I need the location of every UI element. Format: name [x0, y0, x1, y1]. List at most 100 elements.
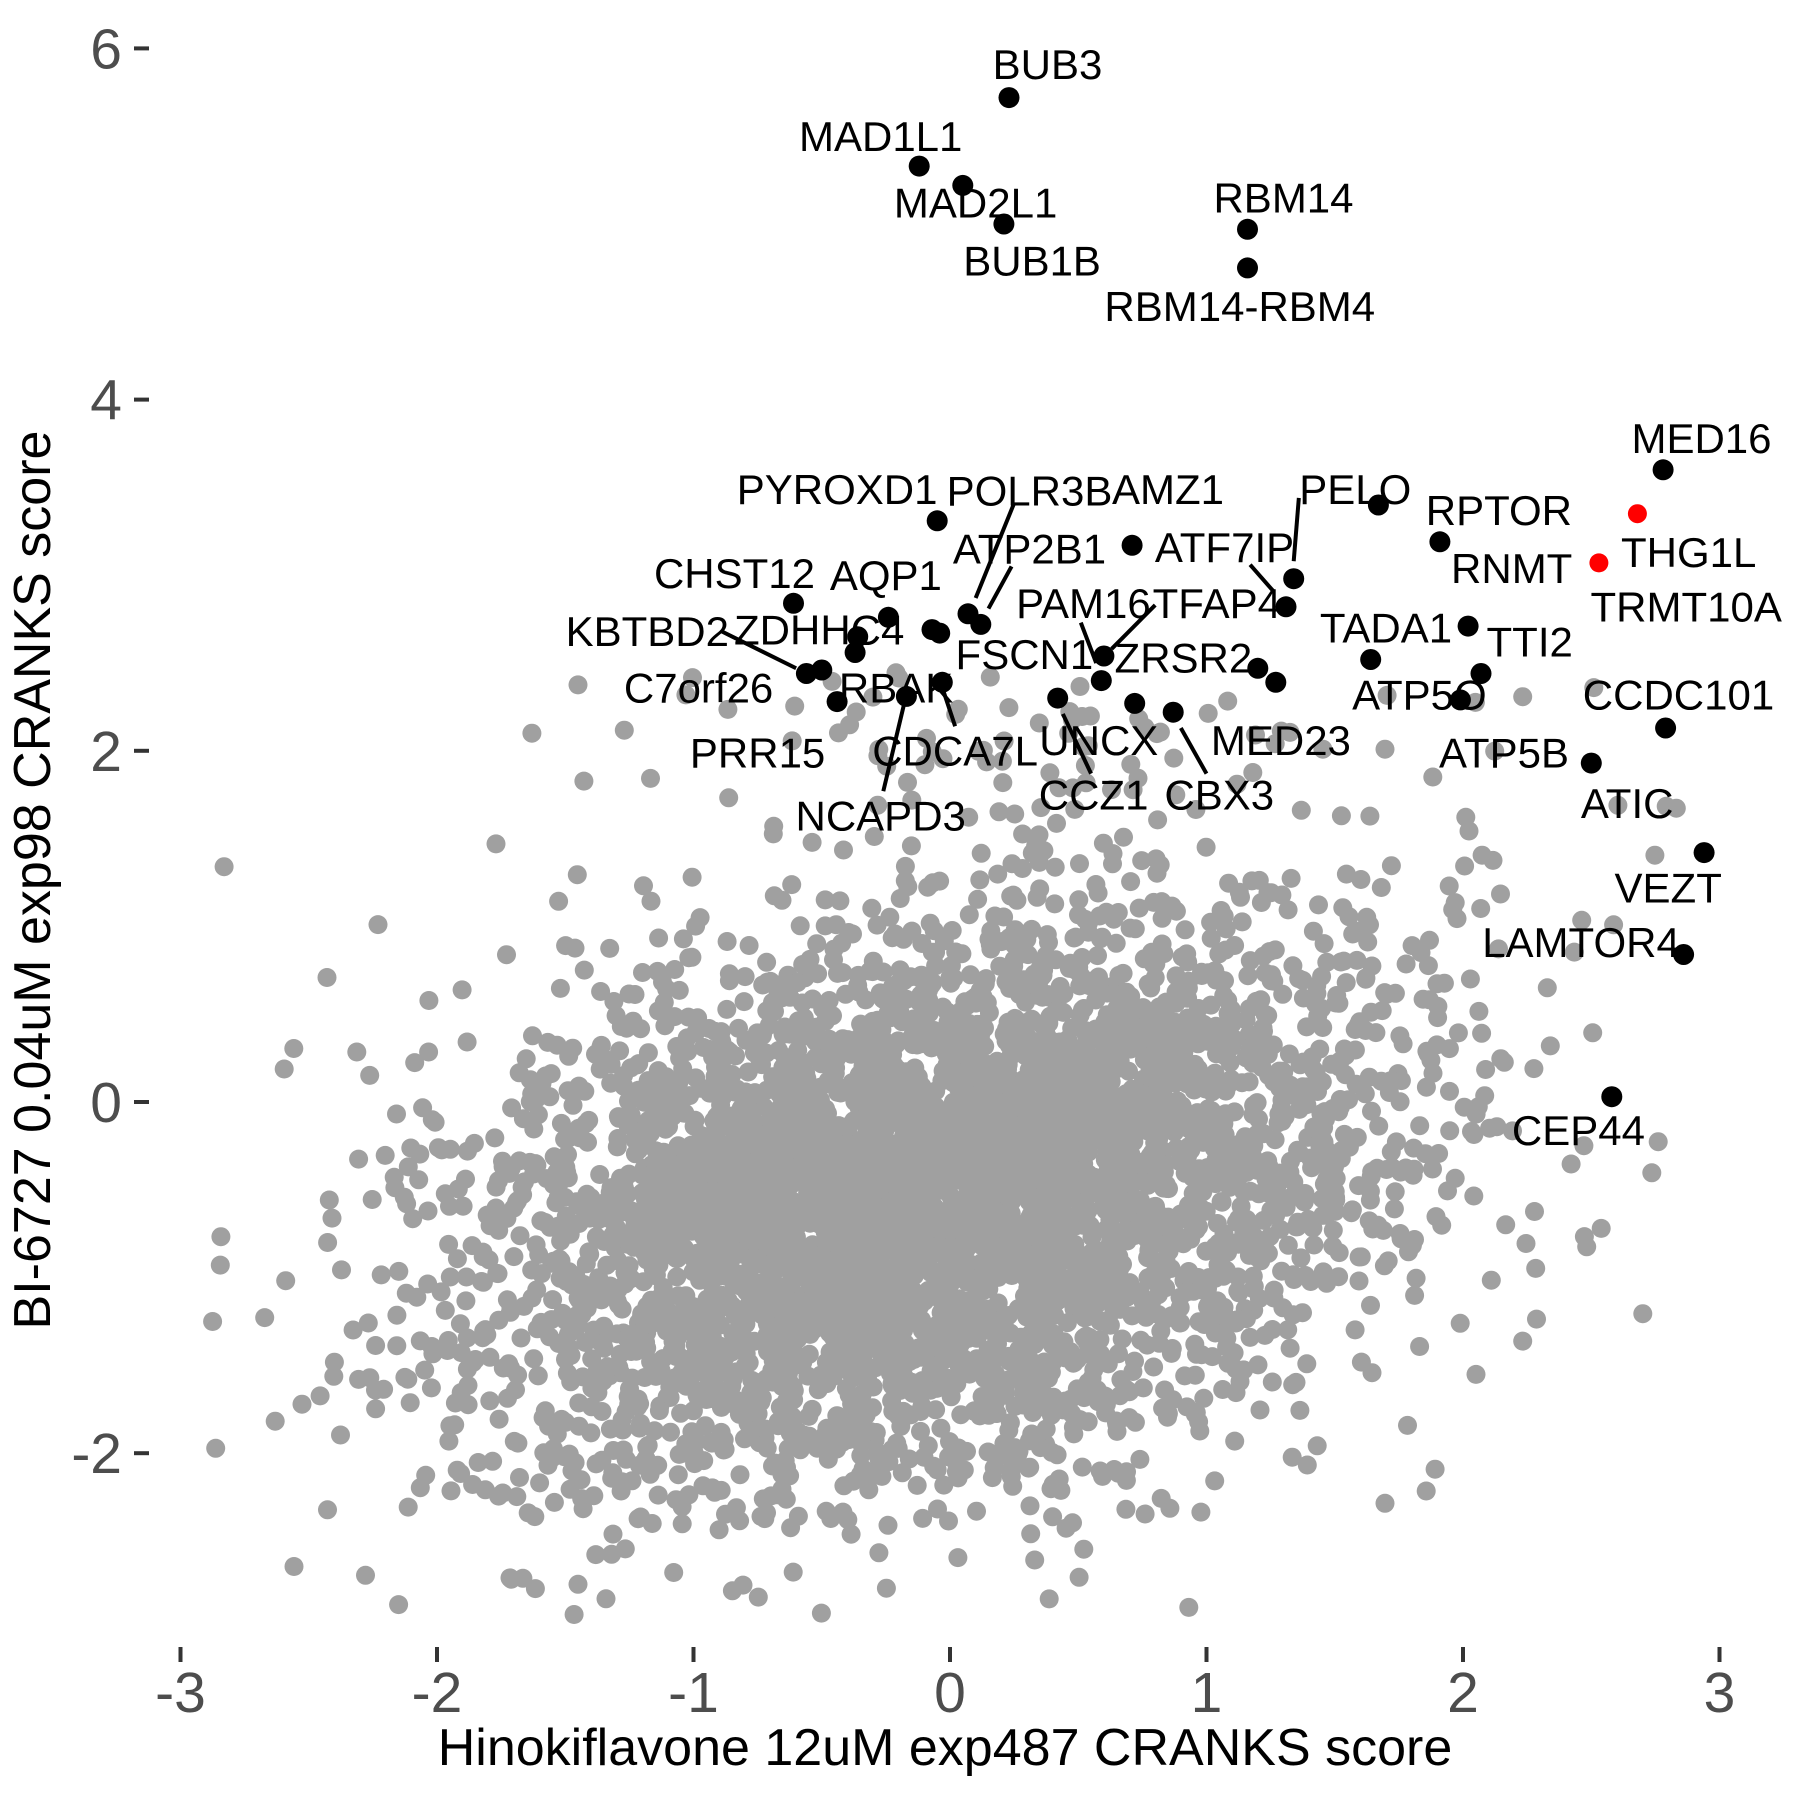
- background-point: [1282, 1447, 1302, 1467]
- background-point: [664, 1563, 684, 1582]
- background-point: [1085, 1288, 1105, 1308]
- background-point: [903, 1011, 922, 1031]
- gene-label-atp2b1: ATP2B1: [953, 526, 1106, 573]
- background-point: [859, 1137, 879, 1157]
- background-point: [631, 1413, 650, 1433]
- gene-label-vezt: VEZT: [1615, 865, 1722, 912]
- background-point: [895, 856, 915, 876]
- background-point: [912, 1315, 932, 1335]
- background-point: [792, 993, 812, 1013]
- background-point: [622, 1368, 642, 1388]
- background-point: [668, 1286, 688, 1306]
- background-point: [1080, 706, 1100, 726]
- background-point: [439, 1431, 459, 1451]
- background-point: [945, 1255, 965, 1275]
- background-point: [686, 1023, 706, 1042]
- gene-point-trmt10a: [1589, 553, 1609, 573]
- background-point: [811, 1365, 831, 1385]
- gene-label-cbx3: CBX3: [1164, 771, 1274, 818]
- background-point: [954, 1349, 974, 1369]
- background-point: [733, 1173, 753, 1193]
- background-point: [802, 832, 822, 852]
- background-point: [816, 1501, 836, 1521]
- background-point: [1152, 934, 1172, 954]
- background-point: [1371, 1071, 1391, 1091]
- background-point: [1421, 1050, 1441, 1070]
- background-point: [780, 1423, 800, 1443]
- gene-point-fscn1: [1093, 645, 1115, 667]
- background-point: [850, 1303, 870, 1323]
- background-point: [1193, 1132, 1213, 1152]
- background-point: [1315, 1102, 1335, 1122]
- background-point: [1072, 948, 1092, 967]
- background-point: [956, 1238, 975, 1258]
- background-point: [1006, 1262, 1026, 1282]
- background-point: [1006, 1368, 1026, 1388]
- background-point: [559, 1262, 579, 1282]
- background-point: [450, 1314, 470, 1334]
- background-point: [1375, 739, 1395, 759]
- x-tick-label: -1: [668, 1661, 719, 1725]
- background-point: [960, 1086, 980, 1106]
- background-point: [834, 1147, 854, 1167]
- background-point: [524, 1119, 544, 1139]
- background-point: [1194, 1388, 1214, 1408]
- background-point: [1019, 1060, 1039, 1080]
- background-point: [1117, 982, 1136, 1002]
- background-point: [597, 1255, 617, 1275]
- background-point: [679, 948, 699, 968]
- background-point: [1078, 1258, 1098, 1278]
- background-point: [284, 1039, 304, 1058]
- background-point: [617, 1018, 637, 1038]
- background-point: [1020, 1496, 1040, 1516]
- background-point: [486, 1177, 506, 1197]
- background-point: [451, 1383, 471, 1402]
- background-point: [1135, 718, 1155, 737]
- background-point: [878, 1036, 897, 1055]
- background-point: [857, 1223, 877, 1243]
- background-point: [1213, 1033, 1233, 1053]
- background-point: [1125, 1351, 1144, 1371]
- background-point: [586, 1545, 606, 1565]
- background-point: [518, 1503, 538, 1523]
- background-point: [1286, 1372, 1306, 1392]
- background-point: [1171, 1313, 1191, 1333]
- background-point: [794, 1164, 813, 1184]
- background-point: [579, 1110, 599, 1130]
- background-point: [437, 1341, 457, 1360]
- background-point: [1331, 952, 1351, 972]
- background-point: [1591, 1218, 1611, 1238]
- background-point: [676, 1434, 696, 1454]
- x-tick-label: 0: [934, 1661, 966, 1725]
- background-point: [604, 1468, 624, 1488]
- background-point: [1070, 854, 1089, 874]
- background-point: [1000, 1323, 1020, 1343]
- gene-label-tfap4: TFAP4: [1153, 580, 1281, 627]
- background-point: [775, 1302, 795, 1322]
- background-point: [743, 1248, 763, 1268]
- background-point: [1526, 1258, 1546, 1278]
- background-point: [1107, 1118, 1127, 1137]
- background-point: [1015, 1385, 1035, 1405]
- background-point: [410, 1331, 430, 1351]
- background-point: [1496, 1215, 1516, 1235]
- background-point: [522, 1288, 542, 1308]
- background-point: [1358, 932, 1378, 952]
- background-point: [926, 1218, 946, 1238]
- background-point: [483, 1451, 503, 1471]
- background-point: [1044, 1293, 1064, 1313]
- background-point: [1187, 1103, 1207, 1123]
- background-point: [981, 1368, 1001, 1388]
- y-tick-label: 0: [90, 1071, 122, 1135]
- background-point: [1413, 989, 1433, 1009]
- background-point: [910, 968, 930, 988]
- background-point: [1001, 1464, 1021, 1484]
- background-point: [1476, 1060, 1496, 1079]
- gene-point-cbx3: [1162, 701, 1184, 723]
- background-point: [1129, 898, 1149, 918]
- background-point: [1326, 993, 1346, 1013]
- background-point: [594, 1316, 614, 1336]
- background-point: [783, 1562, 803, 1582]
- background-point: [568, 1312, 588, 1332]
- background-point: [860, 1081, 880, 1100]
